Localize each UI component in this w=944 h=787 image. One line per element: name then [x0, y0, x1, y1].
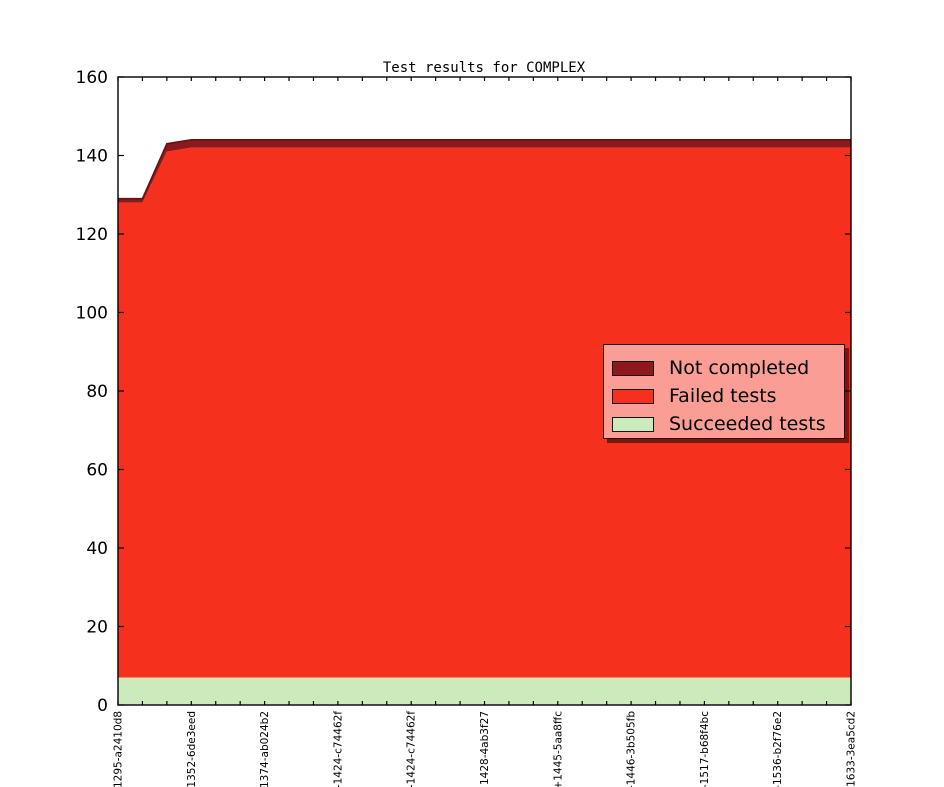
not-completed-swatch [612, 361, 654, 377]
legend: Not completed Failed tests Succeeded tes… [603, 344, 845, 439]
x-tick-label: 1374-ab024b2 [259, 711, 271, 787]
y-tick-label: 0 [97, 696, 108, 716]
legend-entry-not-completed: Not completed [604, 355, 844, 383]
y-tick-label: 140 [76, 147, 108, 167]
x-tick-label: 1428-4ab3f27 [479, 711, 491, 785]
y-tick-label: 160 [76, 68, 108, 88]
x-tick-label: -1536-b2f76e2 [772, 711, 784, 787]
legend-entry-succeeded-tests: Succeeded tests [604, 410, 844, 438]
x-axis-tick-labels: 1295-a2410d8 1352-6de3eed 1374-ab024b2 -142… [113, 711, 858, 787]
legend-label: Not completed [669, 357, 810, 380]
failed-tests-swatch [612, 389, 654, 404]
x-tick-label: -1424-c74462f [332, 711, 344, 787]
y-tick-label: 20 [86, 618, 108, 638]
x-tick-label: 1633-3ea5cd2 [846, 711, 858, 787]
y-tick-label: 120 [76, 225, 108, 245]
area-failed-tests [118, 147, 851, 678]
x-tick-label: 1352-6de3eed [186, 711, 198, 787]
succeeded-tests-swatch [612, 416, 654, 432]
area-succeeded-tests [118, 677, 851, 705]
stacked-areas [118, 139, 851, 705]
y-tick-label: 100 [76, 304, 108, 324]
axis-ticks [117, 76, 852, 706]
x-tick-label: -1446-3b505fb [626, 711, 638, 787]
x-tick-label: -1424-c74462f [406, 711, 418, 787]
y-tick-label: 40 [86, 539, 108, 559]
legend-entry-failed-tests: Failed tests [604, 383, 844, 411]
chart-title: Test results for COMPLEX [383, 60, 586, 76]
y-tick-label: 80 [86, 382, 108, 402]
area-not-completed [118, 139, 851, 203]
total-top-edge [118, 139, 851, 200]
legend-label: Failed tests [669, 385, 777, 407]
legend-label: Succeeded tests [669, 412, 826, 435]
y-axis-tick-labels: 0 20 40 60 80 100 120 140 160 [76, 68, 108, 716]
x-tick-label: -1517-b68f4bc [699, 711, 711, 787]
x-tick-label: +1445-5aa8ffc [552, 711, 564, 787]
x-tick-label: 1295-a2410d8 [113, 711, 125, 787]
y-tick-label: 60 [86, 461, 108, 481]
